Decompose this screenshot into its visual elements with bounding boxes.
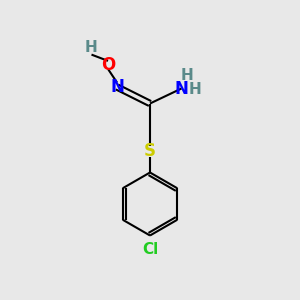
- Text: H: H: [181, 68, 194, 83]
- Text: H: H: [189, 82, 201, 98]
- Text: S: S: [144, 142, 156, 160]
- Text: N: N: [110, 78, 124, 96]
- Text: H: H: [85, 40, 98, 55]
- Text: O: O: [101, 56, 115, 74]
- Text: Cl: Cl: [142, 242, 158, 256]
- Text: N: N: [175, 80, 188, 98]
